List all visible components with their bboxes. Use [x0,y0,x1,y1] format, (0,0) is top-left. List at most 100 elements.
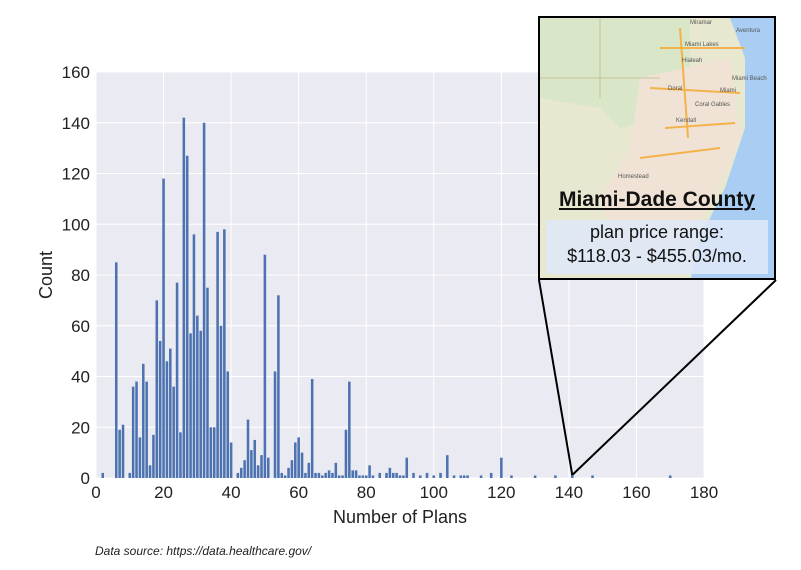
bar [172,386,175,478]
bar [256,465,260,478]
bar [489,472,493,478]
bar [419,475,422,478]
x-tick-label: 60 [289,483,308,502]
bar [226,371,229,478]
bar [361,475,365,478]
bar [500,457,503,478]
y-tick-label: 40 [71,368,90,387]
x-tick-label: 0 [91,483,100,502]
x-tick-label: 180 [690,483,718,502]
bar [135,381,138,478]
bar [324,472,327,478]
bar [351,470,354,478]
bar [354,470,358,478]
bar [405,457,409,478]
map-label-miami-beach: Miami Beach [732,76,767,82]
bar [148,465,152,478]
bar [145,381,148,478]
bar [304,472,307,478]
bar [239,467,243,478]
x-tick-label: 80 [357,483,376,502]
bar [253,439,257,478]
bar [138,437,142,478]
bar [128,472,132,478]
bar [277,295,280,478]
map-label-miami-lakes: Miami Lakes [685,42,719,48]
bar [169,348,172,478]
map-label-homestead: Homestead [618,174,649,180]
bar [462,475,466,478]
inset-map: Miramar Aventura Miami Lakes Hialeah Mia… [538,16,776,280]
y-tick-label: 60 [71,317,90,336]
bar [378,472,381,478]
bar [263,254,267,478]
bar [212,427,216,478]
bar [223,229,226,478]
bar [371,475,375,478]
bar [236,472,240,478]
bar [459,475,463,478]
bar [175,282,179,478]
map-label-miramar: Miramar [690,20,712,26]
bar [162,178,165,478]
bar [209,427,213,478]
map-label-doral: Doral [668,86,683,92]
bar [280,472,284,478]
bar [388,467,392,478]
map-label-coral-gables: Coral Gables [695,102,731,108]
bar [364,475,368,478]
bar [321,475,324,478]
bar [297,437,300,478]
price-range-value: $118.03 - $455.03/mo. [567,246,747,266]
bar [425,472,429,478]
bar [192,234,196,478]
bar [479,475,483,478]
bar [368,465,371,478]
bar [331,472,334,478]
bar [131,386,135,478]
bar [273,371,277,478]
bar [398,475,402,478]
bar [158,340,162,478]
bar [412,472,415,478]
bar [341,475,344,478]
bar [199,330,202,478]
bar [344,429,348,478]
price-range-box: plan price range: $118.03 - $455.03/mo. [546,220,768,274]
y-tick-labels: 0 20 40 60 80 100 120 140 160 [62,63,90,488]
bar [101,472,105,478]
map-label-hialeah: Hialeah [682,58,703,64]
bar [348,381,351,478]
x-tick-label: 20 [154,483,173,502]
bar [267,457,270,478]
bar [395,472,398,478]
bar [446,455,449,478]
bar [142,363,145,478]
bar [152,434,155,478]
bars [101,117,672,479]
bar [229,442,233,478]
bar [327,470,331,478]
x-tick-label: 120 [487,483,515,502]
bar [591,475,594,478]
bar [182,117,186,479]
bar [243,460,246,478]
y-tick-label: 20 [71,418,90,437]
bar [533,475,537,478]
bar [439,472,442,478]
y-tick-label: 100 [62,215,90,234]
y-tick-label: 0 [81,469,90,488]
x-tick-label: 140 [555,483,583,502]
x-tick-labels: 0 20 40 60 80 100 120 140 160 180 [91,483,718,502]
inset-title: Miami-Dade County [558,188,755,211]
bar [179,432,182,478]
bar [571,472,574,478]
bar [385,472,388,478]
callout-line-left [538,279,574,476]
bar [290,460,294,478]
x-tick-label: 160 [622,483,650,502]
bar [510,475,513,478]
bar [250,450,253,478]
bar [452,475,456,478]
bar [358,475,361,478]
